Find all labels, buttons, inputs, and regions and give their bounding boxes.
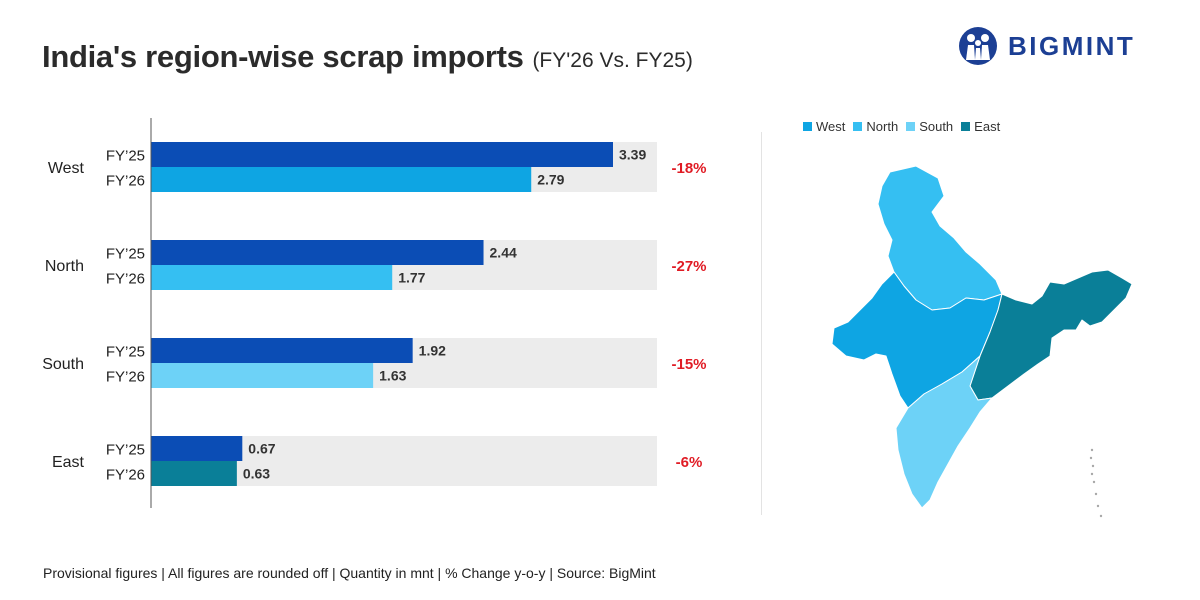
legend-item-north: North: [853, 119, 898, 134]
legend-item-south: South: [906, 119, 953, 134]
series-label-west-fy25: FY’25: [106, 148, 145, 165]
bar-east-fy26: [151, 461, 237, 486]
value-label-west-fy25: 3.39: [619, 147, 646, 163]
value-label-north-fy25: 2.44: [490, 245, 517, 261]
chart-subtitle: (FY'26 Vs. FY25): [532, 49, 693, 72]
yoy-change-east: -6%: [676, 454, 703, 471]
series-label-north-fy26: FY’26: [106, 271, 145, 288]
legend-label: East: [974, 119, 1001, 134]
series-label-south-fy25: FY’25: [106, 344, 145, 361]
series-label-north-fy25: FY’25: [106, 246, 145, 263]
panel-divider: [761, 132, 762, 515]
legend-swatch: [803, 122, 812, 131]
legend-item-west: West: [803, 119, 845, 134]
bar-chart: West FY’25 3.39 FY’26 2.79 -18% North FY’25 2.44…: [42, 118, 707, 508]
chart-footnote: Provisional figures | All figures are ro…: [43, 565, 656, 581]
category-label-west: West: [48, 160, 85, 177]
legend-item-east: East: [961, 119, 1000, 134]
legend-swatch: [961, 122, 971, 131]
map-region-south: [895, 355, 993, 509]
bar-west-fy26: [151, 167, 532, 192]
brand-name: BIGMINT: [1008, 30, 1136, 61]
value-label-south-fy25: 1.92: [419, 343, 446, 359]
legend-swatch: [853, 122, 863, 131]
bar-east-fy25: [151, 436, 243, 461]
bar-south-fy25: [151, 338, 413, 363]
legend-label: North: [866, 119, 899, 134]
map-legend: West North South East: [803, 119, 1000, 134]
value-label-north-fy26: 1.77: [398, 270, 425, 286]
category-label-east: East: [52, 454, 85, 471]
legend-swatch: [906, 122, 916, 131]
legend-label: South: [919, 119, 954, 134]
yoy-change-north: -27%: [671, 258, 706, 275]
value-label-south-fy26: 1.63: [379, 368, 406, 384]
chart-title: India's region-wise scrap imports (FY'26…: [42, 38, 693, 75]
legend-label: West: [816, 119, 846, 134]
category-label-north: North: [45, 258, 84, 275]
value-label-east-fy25: 0.67: [248, 441, 275, 457]
bar-north-fy25: [151, 240, 484, 265]
people-circle-icon: [959, 27, 997, 65]
bigmint-logo: BIGMINT: [958, 26, 1135, 66]
category-label-south: South: [42, 356, 84, 373]
value-label-west-fy26: 2.79: [537, 172, 564, 188]
yoy-change-south: -15%: [671, 356, 706, 373]
bar-south-fy26: [151, 363, 374, 388]
bar-north-fy26: [151, 265, 393, 290]
andaman-islands: [1089, 448, 1103, 518]
series-label-west-fy26: FY’26: [106, 173, 145, 190]
value-label-east-fy26: 0.63: [243, 466, 270, 482]
bar-west-fy25: [151, 142, 613, 167]
series-label-east-fy26: FY’26: [106, 467, 145, 484]
yoy-change-west: -18%: [671, 160, 706, 177]
chart-title-main: India's region-wise scrap imports: [42, 39, 524, 74]
india-region-map: [831, 165, 1133, 518]
series-label-south-fy26: FY’26: [106, 369, 145, 386]
series-label-east-fy25: FY’25: [106, 442, 145, 459]
